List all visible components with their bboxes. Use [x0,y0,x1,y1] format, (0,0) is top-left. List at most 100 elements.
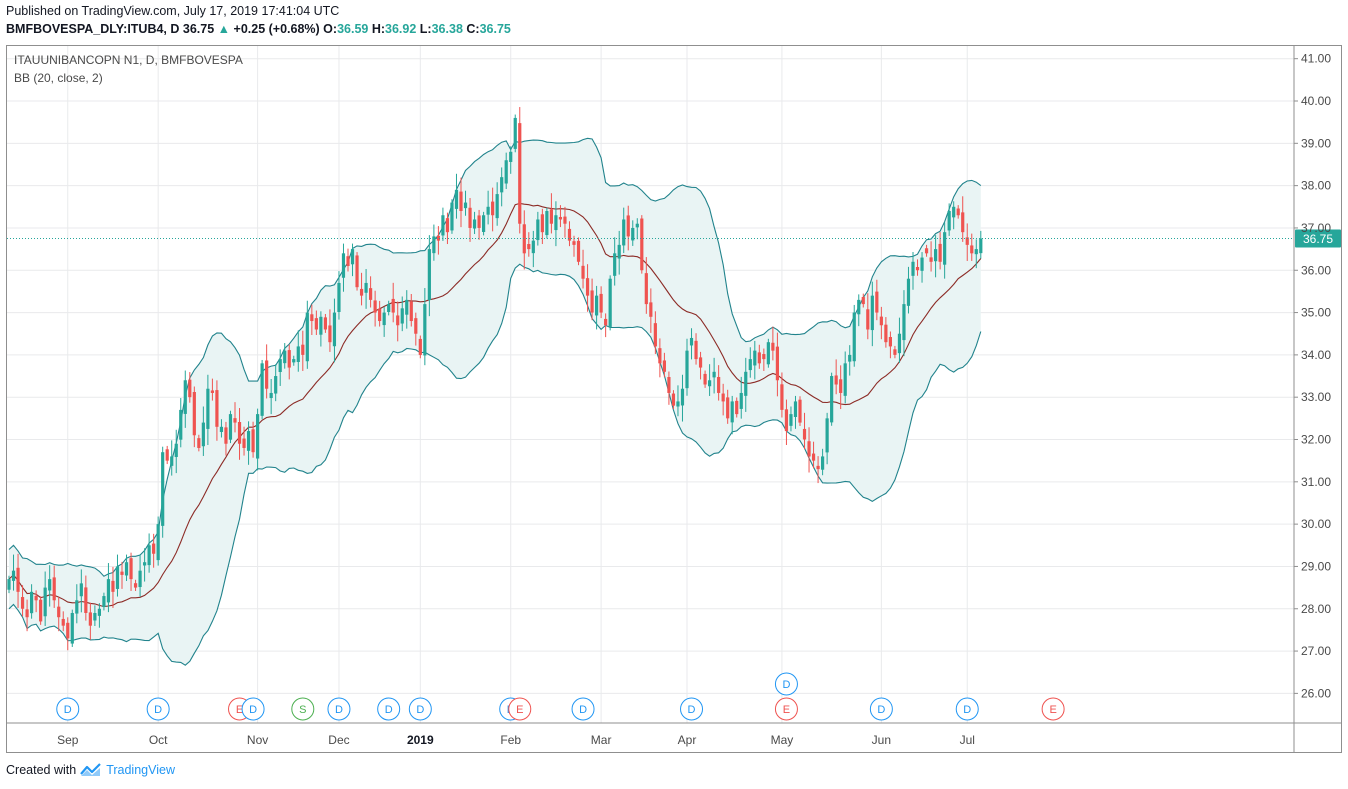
earnings-marker[interactable]: E [774,697,798,721]
x-tick-label: Feb [500,733,521,747]
candle [197,434,201,452]
candle-body [825,418,829,453]
dividend-marker[interactable]: D [56,697,80,721]
earnings-marker[interactable]: E [508,697,532,721]
candle [852,304,856,367]
event-circle [1041,697,1065,721]
candle [974,239,978,269]
dividend-marker[interactable]: D [571,697,595,721]
candle-body [495,194,499,219]
candle-body [260,363,264,416]
candle [735,397,739,418]
candle-body [540,214,544,233]
dividend-marker[interactable]: D [327,697,351,721]
tradingview-brand[interactable]: TradingView [106,763,175,777]
candle-body [608,278,612,327]
candle [708,364,712,396]
dividend-marker[interactable]: D [955,697,979,721]
event-circle [955,697,979,721]
candle-body [766,342,770,365]
event-letter: D [963,704,971,716]
candle-body [558,216,563,220]
candle-body [152,543,156,554]
candle-body [459,191,463,212]
candle-body [513,117,517,149]
dividend-marker[interactable]: D [774,672,798,696]
candle [545,207,549,239]
candle [694,333,698,365]
earnings-marker[interactable]: E [1041,697,1065,721]
candle-body [11,570,16,581]
bollinger-bands [8,137,982,666]
candle [341,243,346,292]
candle-body [7,579,11,590]
dividend-marker[interactable]: D [408,697,432,721]
candle [432,224,436,261]
candle [934,235,938,278]
candle [500,167,504,207]
candle [25,599,29,632]
candle-body [667,376,671,393]
candle-body [518,123,522,224]
dividend-marker[interactable]: D [869,697,893,721]
candle [680,374,685,422]
candle [48,565,52,607]
candle-body [188,379,192,398]
candle-body [224,427,228,444]
candle [861,293,865,308]
candle [911,252,915,290]
high-value: 36.92 [385,22,417,36]
candle [563,206,567,238]
candle-body [784,409,789,432]
split-marker[interactable]: S [291,697,315,721]
candle [549,193,553,234]
created-with: Created with [6,763,77,777]
candle [378,300,382,327]
candle [242,426,246,456]
candle [780,372,784,418]
chart-frame[interactable] [6,45,1342,753]
candle [346,248,350,272]
candle [292,355,296,366]
candle [418,335,422,359]
legend-indicator[interactable]: BB (20, close, 2) [14,71,103,85]
dividend-marker[interactable]: D [377,697,401,721]
candle [848,345,852,376]
event-circle [571,697,595,721]
candle-body [61,618,65,626]
candle [599,286,603,319]
y-tick-label: 38.00 [1301,179,1331,193]
candle-body [857,299,861,315]
y-tick-label: 29.00 [1301,559,1331,573]
candle [915,259,920,276]
candle [350,243,355,277]
candle [477,209,481,240]
candle-body [775,346,779,381]
candle-body [52,577,56,601]
candle [884,317,888,348]
candle-body [821,456,825,470]
candle [671,390,676,410]
x-tick-label: Apr [678,733,697,747]
candle-body [269,392,273,399]
candle [753,340,757,380]
candle-body [192,392,196,436]
candle [902,290,906,357]
candle [834,359,838,395]
candle [143,548,147,582]
event-circle [291,697,315,721]
dividend-marker[interactable]: D [241,697,265,721]
dividend-marker[interactable]: D [680,697,704,721]
candle-body [762,354,766,360]
candle-body [102,596,106,608]
y-tick-label: 26.00 [1301,686,1331,700]
candle-body [522,224,526,254]
candle-body [387,304,391,312]
candle [373,290,377,327]
candle-body [219,426,224,433]
candle [215,380,219,441]
dividend-marker[interactable]: D [146,697,170,721]
candle-body [310,314,314,322]
candle [726,389,730,424]
